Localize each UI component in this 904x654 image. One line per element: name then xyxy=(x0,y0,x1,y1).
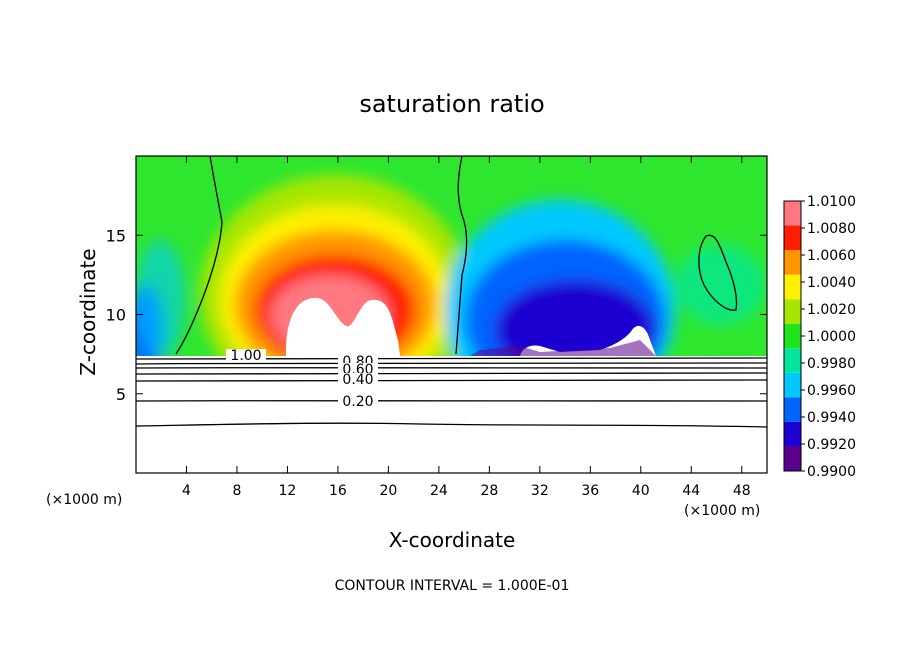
colorbar-swatch xyxy=(784,323,801,349)
colorbar-swatch xyxy=(784,201,801,226)
colorbar-label: 0.9920 xyxy=(807,437,856,453)
colorbar: 0.9900 0.9920 0.9940 0.9960 0.9980 1.0000 1.00… xyxy=(783,194,856,480)
colorbar-label: 0.9980 xyxy=(807,356,856,372)
contour-interval-note: CONTOUR INTERVAL = 1.000E-01 xyxy=(334,578,570,594)
x-tick-label: 44 xyxy=(682,483,700,499)
x-tick-label: 36 xyxy=(581,483,599,499)
colorbar-swatch xyxy=(784,397,801,422)
colorbar-label: 1.0020 xyxy=(807,302,856,318)
y-tick-label: 10 xyxy=(106,306,126,325)
contour-label: 0.20 xyxy=(342,394,373,410)
x-tick-label: 8 xyxy=(232,483,241,499)
x-tick-label: 4 xyxy=(182,483,191,499)
colorbar-label: 0.9900 xyxy=(807,464,856,480)
x-axis-label: X-coordinate xyxy=(388,528,516,552)
colorbar-label: 0.9960 xyxy=(807,383,856,399)
chart-title: saturation ratio xyxy=(359,90,545,118)
x-tick-label: 16 xyxy=(329,483,347,499)
contour-label: 0.40 xyxy=(342,372,373,388)
x-tick-label: 28 xyxy=(480,483,498,499)
contour-label-bg xyxy=(338,395,378,408)
y-axis-unit: (×1000 m) xyxy=(46,492,123,508)
colorbar-label: 0.9940 xyxy=(807,410,856,426)
saturation-field xyxy=(136,156,767,473)
contour-labels: 1.00 0.800.600.400.20 xyxy=(226,348,378,410)
contour-label-bg xyxy=(338,373,378,386)
colorbar-label: 1.0060 xyxy=(807,248,856,264)
colorbar-swatch xyxy=(784,250,801,275)
colorbar-swatch xyxy=(784,348,801,373)
colorbar-label: 1.0040 xyxy=(807,275,856,291)
colorbar-label: 1.0100 xyxy=(807,194,856,210)
colorbar-label: 1.0000 xyxy=(807,329,856,345)
y-ticks: 5 10 15 xyxy=(106,226,767,404)
colorbar-swatch xyxy=(784,421,801,447)
colorbar-label: 1.0080 xyxy=(807,221,856,237)
x-tick-label: 48 xyxy=(733,483,751,499)
contour-label-bg xyxy=(226,349,266,362)
x-tick-label: 24 xyxy=(430,483,448,499)
colorbar-swatch xyxy=(784,372,801,398)
colorbar-swatch xyxy=(784,446,801,471)
colorbar-swatch xyxy=(784,299,801,324)
x-tick-label: 20 xyxy=(379,483,397,499)
colorbar-swatch xyxy=(784,274,801,300)
contour-label: 1.00 xyxy=(230,348,261,364)
x-tick-label: 12 xyxy=(279,483,297,499)
y-tick-label: 5 xyxy=(116,385,126,404)
x-tick-label: 32 xyxy=(531,483,549,499)
x-axis-unit: (×1000 m) xyxy=(684,503,761,519)
x-tick-label: 40 xyxy=(632,483,650,499)
y-tick-label: 15 xyxy=(106,226,126,245)
colorbar-swatch xyxy=(784,225,801,251)
contour-label-bg xyxy=(338,363,378,376)
x-ticks: 4 8 12 16 20 24 28 32 36 40 44 48 xyxy=(182,156,751,499)
